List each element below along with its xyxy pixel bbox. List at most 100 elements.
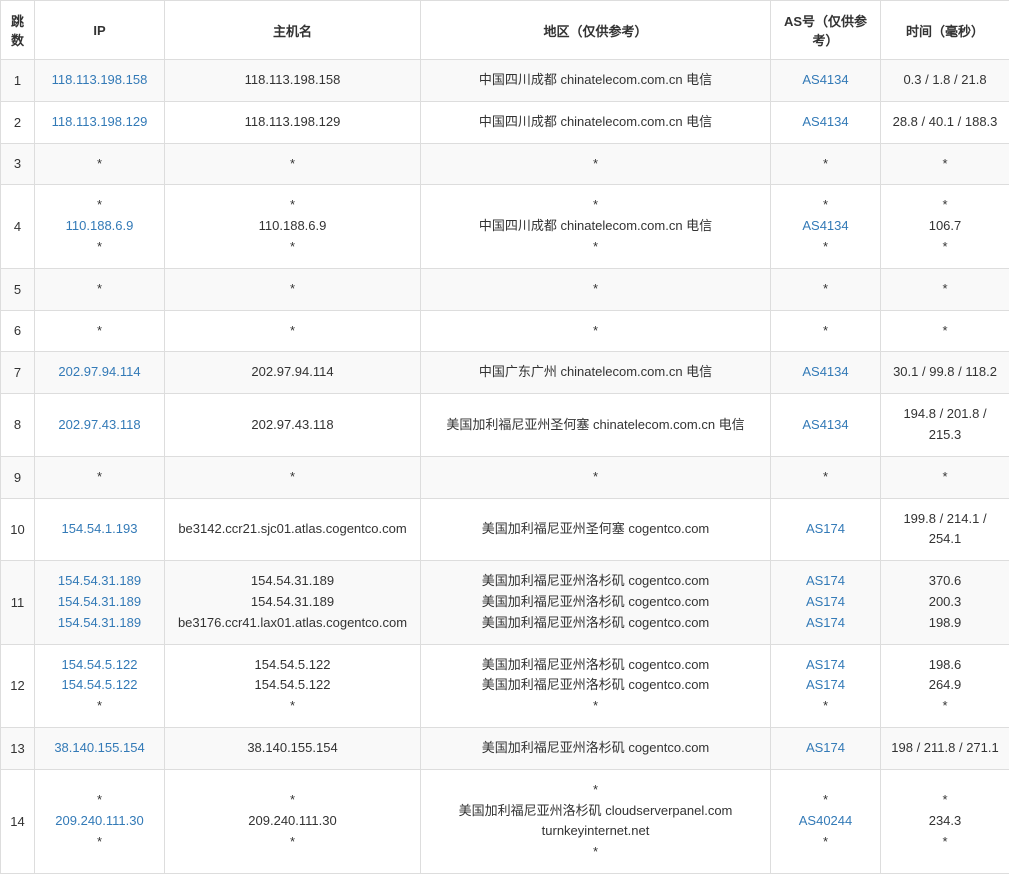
table-row: 12154.54.5.122154.54.5.122*154.54.5.1221… (1, 644, 1009, 727)
cell-ip-link[interactable]: 154.54.31.189 (41, 592, 158, 613)
cell-time: 370.6200.3198.9 (881, 561, 1009, 644)
cell-hop: 5 (1, 268, 35, 310)
cell-as-link[interactable]: AS4134 (777, 112, 874, 133)
cell-ip: 118.113.198.129 (35, 101, 165, 143)
col-region: 地区（仅供参考） (421, 1, 771, 60)
cell-hostname-text: 110.188.6.9 (171, 216, 414, 237)
cell-as: * (771, 310, 881, 352)
cell-region-text: * (427, 842, 764, 863)
cell-region-text: 美国加利福尼亚州洛杉矶 cogentco.com (427, 592, 764, 613)
cell-as-link[interactable]: AS174 (777, 613, 874, 634)
cell-ip: 118.113.198.158 (35, 60, 165, 102)
cell-ip-text: * (41, 321, 158, 342)
cell-as-link[interactable]: AS4134 (777, 216, 874, 237)
cell-as-link[interactable]: AS4134 (777, 70, 874, 91)
cell-ip: 38.140.155.154 (35, 727, 165, 769)
cell-time-text: 264.9 (887, 675, 1003, 696)
cell-region-text: * (427, 279, 764, 300)
cell-ip-link[interactable]: 202.97.94.114 (41, 362, 158, 383)
cell-hostname: 154.54.5.122154.54.5.122* (165, 644, 421, 727)
cell-region: 美国加利福尼亚州圣何塞 cogentco.com (421, 498, 771, 561)
cell-hostname-text: 154.54.5.122 (171, 675, 414, 696)
cell-as-text: * (777, 321, 874, 342)
cell-as-link[interactable]: AS174 (777, 592, 874, 613)
cell-hostname: * (165, 456, 421, 498)
cell-hostname: be3142.ccr21.sjc01.atlas.cogentco.com (165, 498, 421, 561)
cell-ip-link[interactable]: 154.54.31.189 (41, 571, 158, 592)
cell-ip-link[interactable]: 118.113.198.158 (41, 70, 158, 91)
cell-ip-link[interactable]: 118.113.198.129 (41, 112, 158, 133)
cell-time: 0.3 / 1.8 / 21.8 (881, 60, 1009, 102)
cell-hostname: * (165, 143, 421, 185)
cell-time: 198 / 211.8 / 271.1 (881, 727, 1009, 769)
cell-as-link[interactable]: AS174 (777, 519, 874, 540)
cell-hostname-text: * (171, 237, 414, 258)
cell-hostname: *110.188.6.9* (165, 185, 421, 268)
cell-region-text: * (427, 696, 764, 717)
cell-ip-link[interactable]: 154.54.31.189 (41, 613, 158, 634)
cell-hostname-text: * (171, 832, 414, 853)
cell-as-link[interactable]: AS174 (777, 655, 874, 676)
cell-hostname-text: * (171, 790, 414, 811)
cell-region: 中国四川成都 chinatelecom.com.cn 电信 (421, 60, 771, 102)
cell-as: * (771, 143, 881, 185)
cell-ip-link[interactable]: 154.54.1.193 (41, 519, 158, 540)
cell-hostname-text: be3176.ccr41.lax01.atlas.cogentco.com (171, 613, 414, 634)
cell-ip-link[interactable]: 38.140.155.154 (41, 738, 158, 759)
cell-ip-link[interactable]: 202.97.43.118 (41, 415, 158, 436)
cell-as-link[interactable]: AS174 (777, 675, 874, 696)
cell-as: * (771, 268, 881, 310)
cell-region-text: * (427, 780, 764, 801)
cell-ip-link[interactable]: 110.188.6.9 (41, 216, 158, 237)
cell-time-text: 370.6 (887, 571, 1003, 592)
cell-time: 199.8 / 214.1 / 254.1 (881, 498, 1009, 561)
cell-hostname: * (165, 310, 421, 352)
cell-hop: 4 (1, 185, 35, 268)
cell-as-link[interactable]: AS40244 (777, 811, 874, 832)
cell-hop: 13 (1, 727, 35, 769)
cell-hostname-text: 118.113.198.158 (171, 70, 414, 91)
cell-as-text: * (777, 467, 874, 488)
cell-region: 中国四川成都 chinatelecom.com.cn 电信 (421, 101, 771, 143)
cell-hop: 6 (1, 310, 35, 352)
table-row: 13 38.140.155.154 38.140.155.154 美国加利福尼亚州洛杉… (1, 727, 1009, 769)
cell-region: * (421, 310, 771, 352)
cell-time-text: * (887, 790, 1003, 811)
cell-hostname-text: 154.54.5.122 (171, 655, 414, 676)
cell-as-link[interactable]: AS4134 (777, 415, 874, 436)
cell-hostname-text: * (171, 467, 414, 488)
cell-time: 198.6264.9* (881, 644, 1009, 727)
cell-as: AS174 (771, 498, 881, 561)
cell-region-text: 美国加利福尼亚州洛杉矶 cogentco.com (427, 738, 764, 759)
table-row: 9***** (1, 456, 1009, 498)
cell-time: *106.7* (881, 185, 1009, 268)
cell-as-link[interactable]: AS4134 (777, 362, 874, 383)
table-row: 2118.113.198.129118.113.198.129中国四川成都 ch… (1, 101, 1009, 143)
cell-as-text: * (777, 832, 874, 853)
cell-ip-link[interactable]: 209.240.111.30 (41, 811, 158, 832)
cell-as-link[interactable]: AS174 (777, 738, 874, 759)
cell-as-link[interactable]: AS174 (777, 571, 874, 592)
cell-as: AS174 (771, 727, 881, 769)
cell-region-text: 中国四川成都 chinatelecom.com.cn 电信 (427, 70, 764, 91)
cell-ip-text: * (41, 467, 158, 488)
cell-hostname: * (165, 268, 421, 310)
cell-time-text: * (887, 279, 1003, 300)
cell-ip: * (35, 310, 165, 352)
cell-time-text: 234.3 (887, 811, 1003, 832)
cell-hostname-text: 209.240.111.30 (171, 811, 414, 832)
cell-as: AS4134 (771, 101, 881, 143)
cell-ip-link[interactable]: 154.54.5.122 (41, 655, 158, 676)
cell-region: * (421, 268, 771, 310)
cell-ip: 202.97.94.114 (35, 352, 165, 394)
cell-region-text: 中国四川成都 chinatelecom.com.cn 电信 (427, 112, 764, 133)
col-hop: 跳数 (1, 1, 35, 60)
cell-ip-link[interactable]: 154.54.5.122 (41, 675, 158, 696)
cell-hostname: 118.113.198.129 (165, 101, 421, 143)
col-ip: IP (35, 1, 165, 60)
cell-hostname: 38.140.155.154 (165, 727, 421, 769)
table-body: 1118.113.198.158118.113.198.158中国四川成都 ch… (1, 60, 1009, 874)
cell-region: 美国加利福尼亚州圣何塞 chinatelecom.com.cn 电信 (421, 394, 771, 457)
cell-time-text: * (887, 696, 1003, 717)
cell-region-text: 中国四川成都 chinatelecom.com.cn 电信 (427, 216, 764, 237)
